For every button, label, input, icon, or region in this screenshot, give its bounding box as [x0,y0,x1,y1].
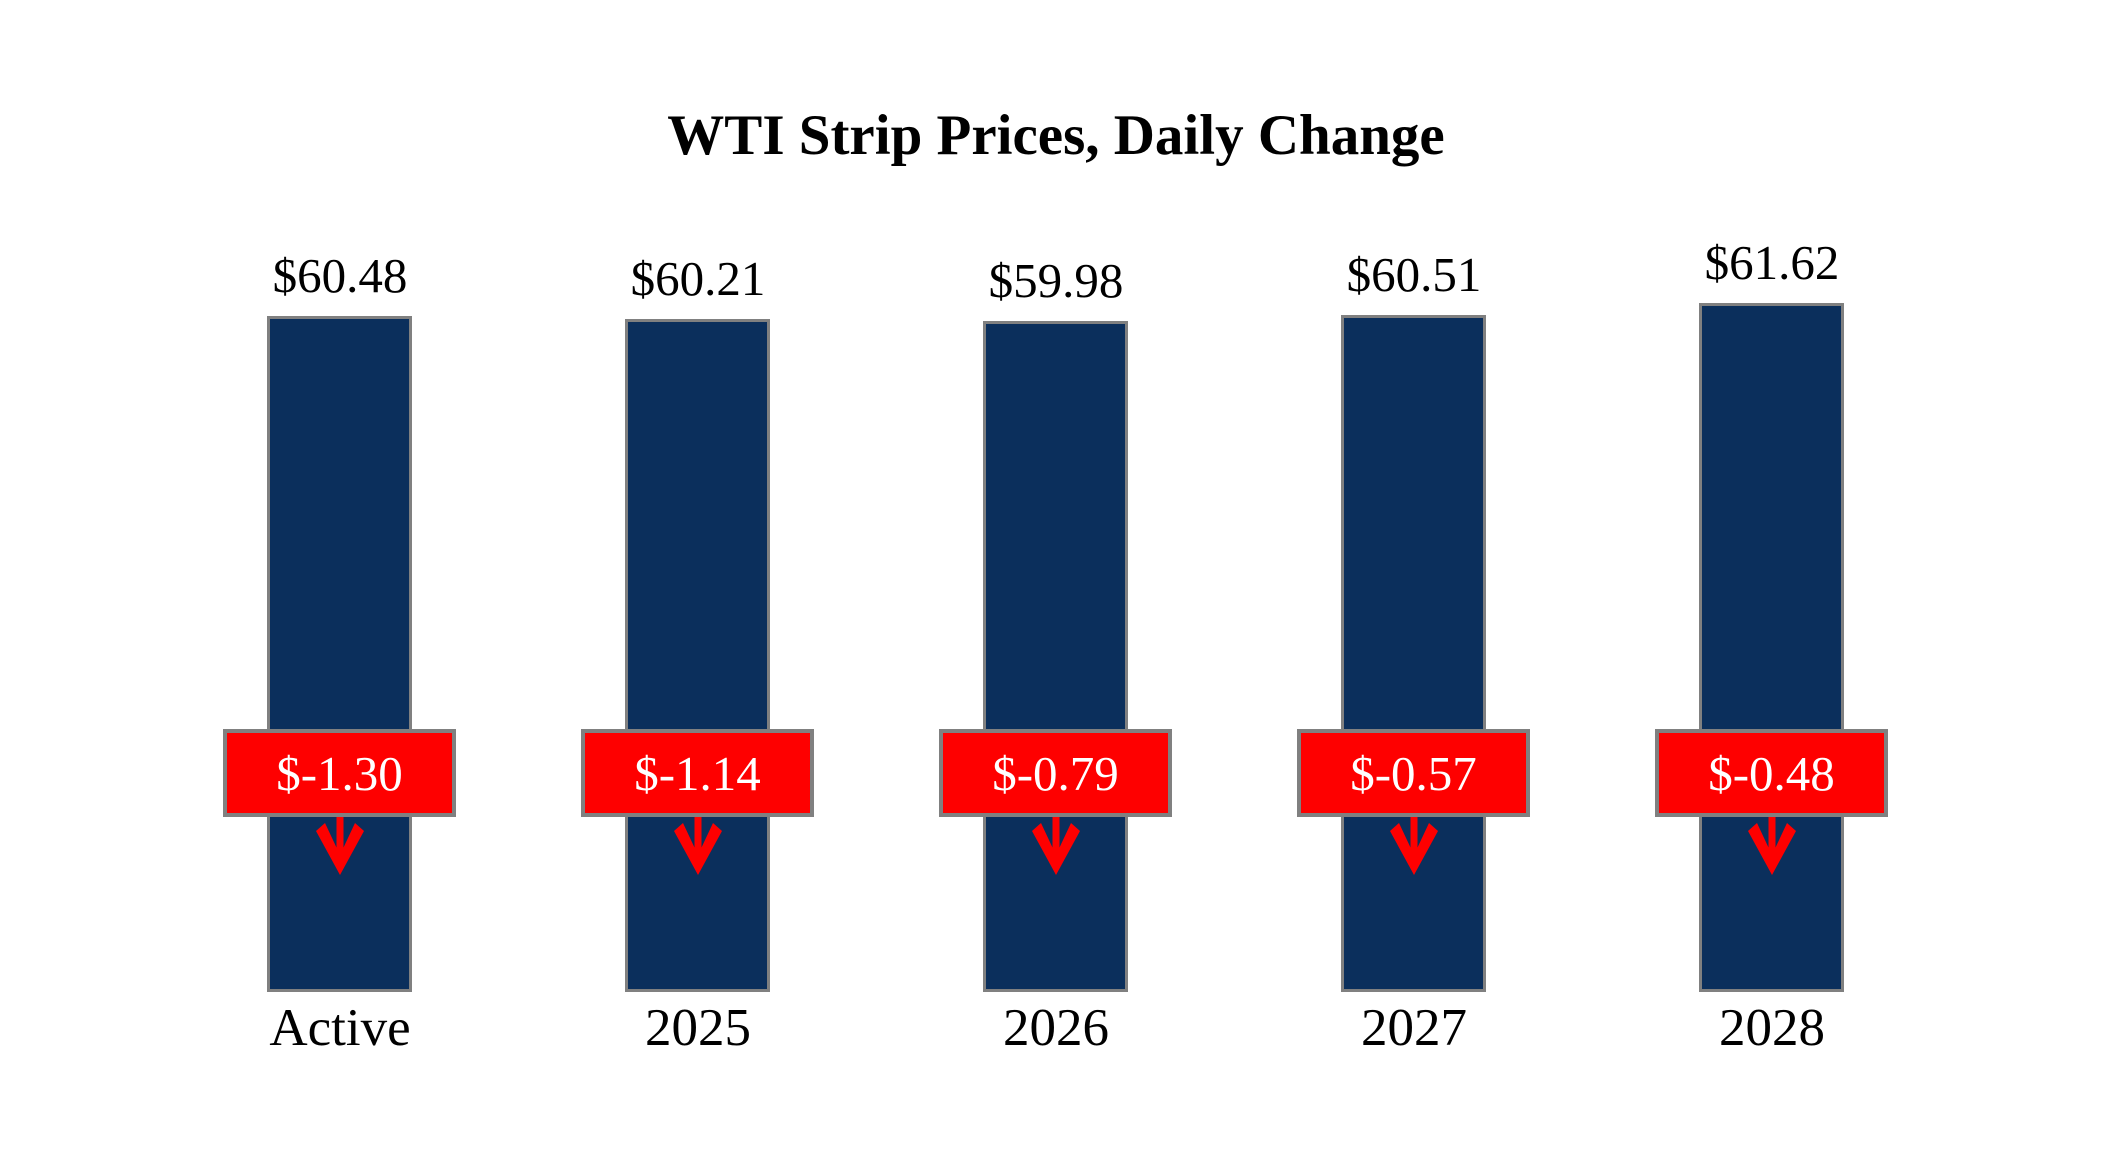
strip-price-label: $60.51 [1346,247,1482,302]
strip-price-label: $59.98 [988,253,1124,308]
price-bar [1699,303,1844,992]
category-label: 2025 [645,999,751,1057]
price-bar [625,319,770,992]
chart-title: WTI Strip Prices, Daily Change [667,104,1445,167]
down-arrow-icon [1032,817,1080,875]
down-arrow-icon [316,817,364,875]
chart-column: $60.21 $-1.14 2025 [519,0,877,1152]
chart-column: $59.98 $-0.79 2026 [877,0,1235,1152]
daily-change-value: $-0.79 [992,745,1119,801]
category-label: 2026 [1003,999,1109,1057]
category-label: 2027 [1361,999,1467,1057]
price-bar [267,316,412,992]
down-arrow-icon [1390,817,1438,875]
price-bar [983,321,1128,992]
chart-column: $61.62 $-0.48 2028 [1593,0,1951,1152]
category-label: 2028 [1719,999,1825,1057]
chart-column: $60.51 $-0.57 2027 [1235,0,1593,1152]
daily-change-value: $-1.14 [634,745,761,801]
down-arrow-icon [1748,817,1796,875]
daily-change-box: $-0.48 [1655,729,1888,817]
daily-change-box: $-1.30 [223,729,456,817]
daily-change-value: $-0.57 [1350,745,1477,801]
strip-price-label: $60.21 [630,251,766,306]
strip-price-label: $60.48 [272,248,408,303]
daily-change-value: $-0.48 [1708,745,1835,801]
daily-change-box: $-0.57 [1297,729,1530,817]
category-label: Active [269,999,411,1057]
price-bar [1341,315,1486,992]
daily-change-value: $-1.30 [276,745,403,801]
daily-change-box: $-0.79 [939,729,1172,817]
chart-column: $60.48 $-1.30 Active [161,0,519,1152]
strip-price-label: $61.62 [1704,235,1840,290]
down-arrow-icon [674,817,722,875]
daily-change-box: $-1.14 [581,729,814,817]
